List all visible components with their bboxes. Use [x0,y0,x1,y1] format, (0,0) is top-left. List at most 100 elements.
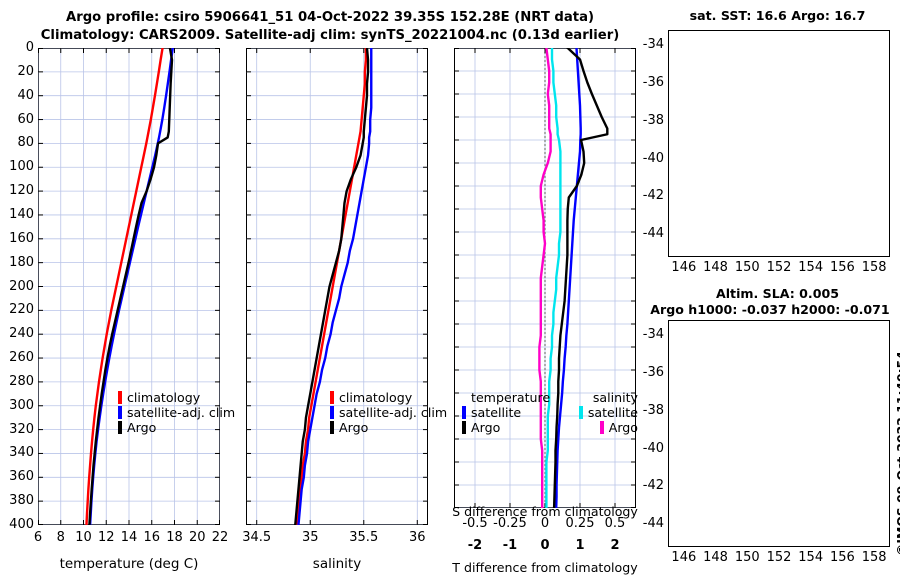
axis-tick-label: 0.25 [565,516,595,531]
legend-color-swatch-icon [118,421,122,434]
axis-tick-label: 0 [25,40,34,55]
axis-tick-label: 146 [671,260,697,275]
axis-tick-label: 260 [9,350,34,366]
legend-label: satellite [587,405,638,420]
axis-tick-label: -36 [642,74,664,90]
axis-tick-label: -40 [642,150,664,166]
axis-tick-label: 10 [75,530,92,545]
axis-tick-label: 280 [9,373,34,389]
legend-color-swatch-icon [118,406,122,419]
axis-tick-label: 0.5 [604,516,626,531]
temperature-profile-panel [38,48,220,525]
axis-tick-label: -1 [502,538,518,553]
legend-color-swatch-icon [599,421,604,434]
legend-color-swatch-icon [330,391,334,404]
axis-tick-label: -38 [642,112,664,128]
axis-tick-label: 220 [9,302,34,318]
legend-label: Argo [608,420,638,435]
axis-tick-label: -44 [642,226,664,242]
axis-tick-label: -42 [642,478,664,494]
difference-top-axis-label: S difference from climatology [452,504,638,519]
salinity-legend: climatology satellite-adj. clim Argo [330,390,447,435]
axis-tick-label: 100 [9,159,34,175]
axis-tick-label: 380 [9,493,34,509]
axis-tick-label: 20 [17,63,34,79]
difference-profile-panel [454,48,636,508]
difference-legend-temperature-entry: Argo [462,420,500,435]
axis-tick-label: 156 [830,550,855,565]
axis-tick-label: 148 [703,260,728,275]
axis-tick-label: 148 [703,550,728,565]
axis-tick-label: 35 [301,530,319,545]
axis-tick-label: 40 [17,87,34,103]
axis-tick-label: 340 [9,445,34,461]
axis-tick-label: 12 [97,530,115,545]
temperature-legend-entry: climatology [118,390,235,405]
difference-legend-temperature-header: temperature [471,390,551,405]
temperature-legend-entry: Argo [118,420,235,435]
axis-tick-label: 2 [610,538,620,553]
axis-tick-label: 300 [9,397,34,413]
axis-tick-label: 1 [575,538,585,553]
axis-tick-label: -34 [642,327,664,343]
page-title-line2: Climatology: CARS2009. Satellite-adj cli… [40,28,620,43]
axis-tick-label: 154 [798,550,824,565]
axis-tick-label: 8 [56,530,65,545]
legend-color-swatch-icon [330,406,334,419]
axis-tick-label: 140 [9,206,34,222]
axis-tick-label: 150 [734,260,760,275]
axis-tick-label: 200 [9,278,34,294]
axis-tick-label: 22 [211,530,229,545]
axis-tick-label: 60 [17,111,34,127]
axis-tick-label: 150 [734,550,760,565]
salinity-profile-plot [246,48,428,525]
axis-tick-label: 152 [766,260,792,275]
axis-tick-label: 0 [540,538,550,553]
salinity-profile-panel [246,48,428,525]
axis-tick-label: -38 [642,402,664,418]
axis-tick-label: 320 [9,421,34,437]
difference-legend-temperature-entry: satellite [462,405,521,420]
salinity-legend-entry: Argo [330,420,447,435]
page-title-line1: Argo profile: csiro 5906641_51 04-Oct-20… [65,10,594,25]
sst-map-title: sat. SST: 16.6 Argo: 16.7 [689,8,866,23]
axis-tick-label: 16 [143,530,161,545]
axis-tick-label: 0 [540,516,550,531]
axis-tick-label: 154 [798,260,824,275]
sst-map [668,30,890,257]
axis-tick-label: 158 [861,550,887,565]
axis-tick-label: 156 [830,260,855,275]
axis-tick-label: 80 [17,135,34,151]
temperature-legend: climatology satellite-adj. clim Argo [118,390,235,435]
difference-legend: temperature salinity satellite satellite Arg… [462,390,638,435]
axis-tick-label: 152 [766,550,792,565]
legend-color-swatch-icon [462,406,466,419]
temperature-profile-plot [38,48,220,525]
temperature-legend-entry: satellite-adj. clim [118,405,235,420]
legend-color-swatch-icon [330,421,334,434]
axis-tick-label: -2 [467,538,483,553]
legend-label: climatology [339,390,413,405]
difference-legend-salinity-entry: Argo [599,420,638,435]
axis-tick-label: 18 [166,530,183,545]
difference-bottom-axis-label: T difference from climatology [452,560,638,575]
axis-tick-label: 146 [671,550,697,565]
axis-tick-label: -0.25 [493,516,527,531]
sla-map-title-line1: Altim. SLA: 0.005 [715,286,840,301]
legend-label: satellite-adj. clim [339,405,448,420]
legend-color-swatch-icon [118,391,122,404]
axis-tick-label: 120 [9,183,34,199]
axis-tick-label: -36 [642,364,664,380]
axis-tick-label: 6 [33,530,43,545]
legend-label: climatology [127,390,201,405]
axis-tick-label: 35.5 [349,530,379,545]
axis-tick-label: 36 [409,530,426,545]
axis-tick-label: 20 [188,530,206,545]
axis-tick-label: 180 [9,254,34,270]
sla-map [668,320,890,547]
axis-tick-label: 34.5 [242,530,272,545]
legend-label: satellite-adj. clim [127,405,236,420]
axis-tick-label: -44 [642,516,664,532]
axis-tick-label: 160 [9,230,34,246]
legend-label: Argo [127,420,157,435]
